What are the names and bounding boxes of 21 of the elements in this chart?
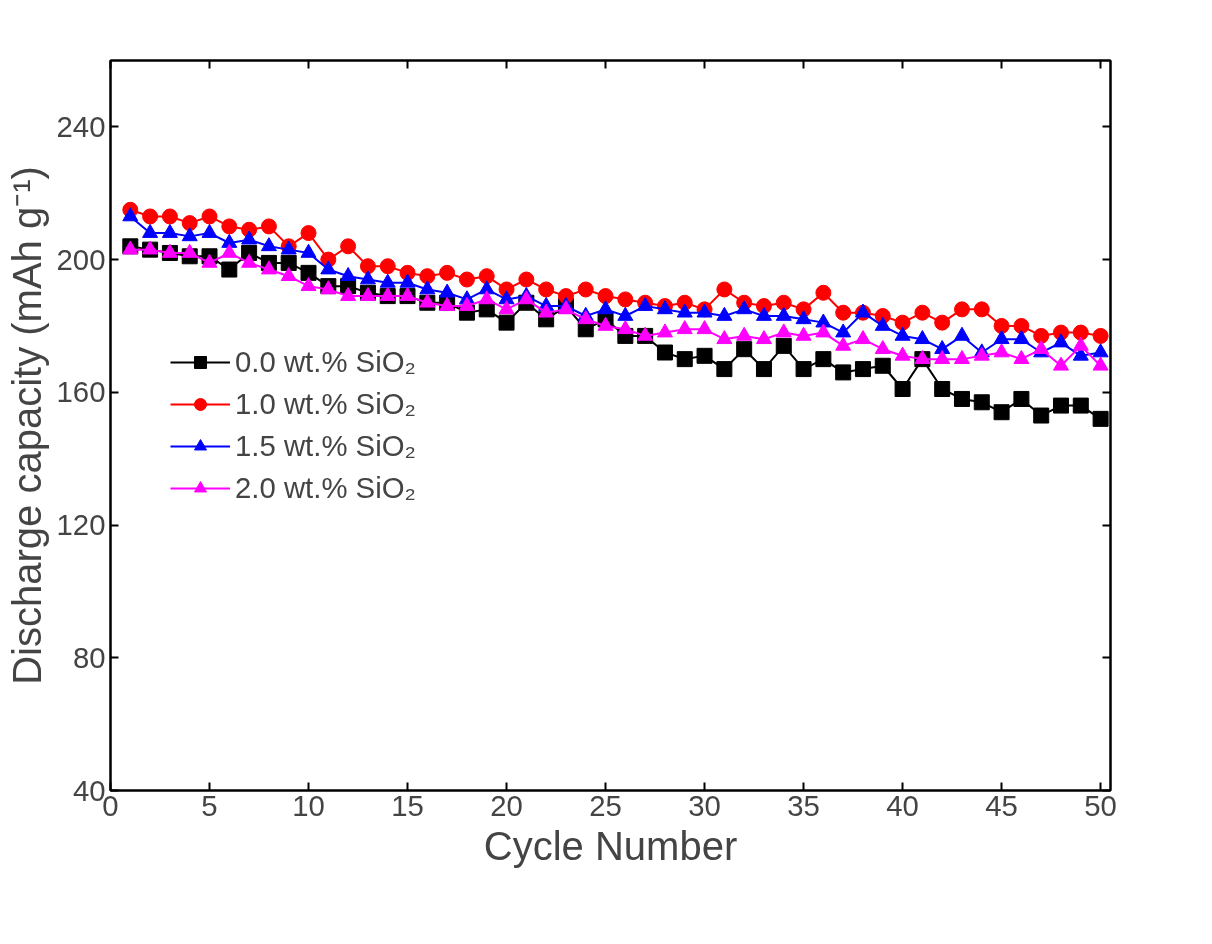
x-axis-title: Cycle Number — [483, 823, 738, 868]
x-tick-label: 50 — [1084, 788, 1117, 822]
x-tick-label: 40 — [886, 788, 919, 822]
x-tick-label: 15 — [391, 788, 424, 822]
x-tick-label: 10 — [292, 788, 325, 822]
x-tick-label: 20 — [490, 788, 523, 822]
y-tick-label: 160 — [56, 375, 106, 409]
y-axis-title: Discharge capacity (mAh g⁻¹) — [4, 166, 49, 685]
y-tick-label: 80 — [72, 640, 106, 674]
x-tick-label: 35 — [787, 788, 820, 822]
legend-label: 1.5 wt.% SiO₂ — [235, 429, 416, 463]
x-tick-label: 5 — [201, 788, 218, 822]
y-tick-label: 120 — [56, 508, 106, 542]
x-tick-label: 45 — [985, 788, 1018, 822]
y-tick-label: 200 — [56, 242, 106, 276]
x-tick-label: 30 — [688, 788, 721, 822]
x-tick-label: 25 — [589, 788, 622, 822]
legend-label: 0.0 wt.% SiO₂ — [235, 345, 416, 379]
legend-label: 2.0 wt.% SiO₂ — [235, 471, 416, 505]
y-tick-label: 240 — [56, 109, 106, 143]
legend-label: 1.0 wt.% SiO₂ — [235, 387, 416, 421]
